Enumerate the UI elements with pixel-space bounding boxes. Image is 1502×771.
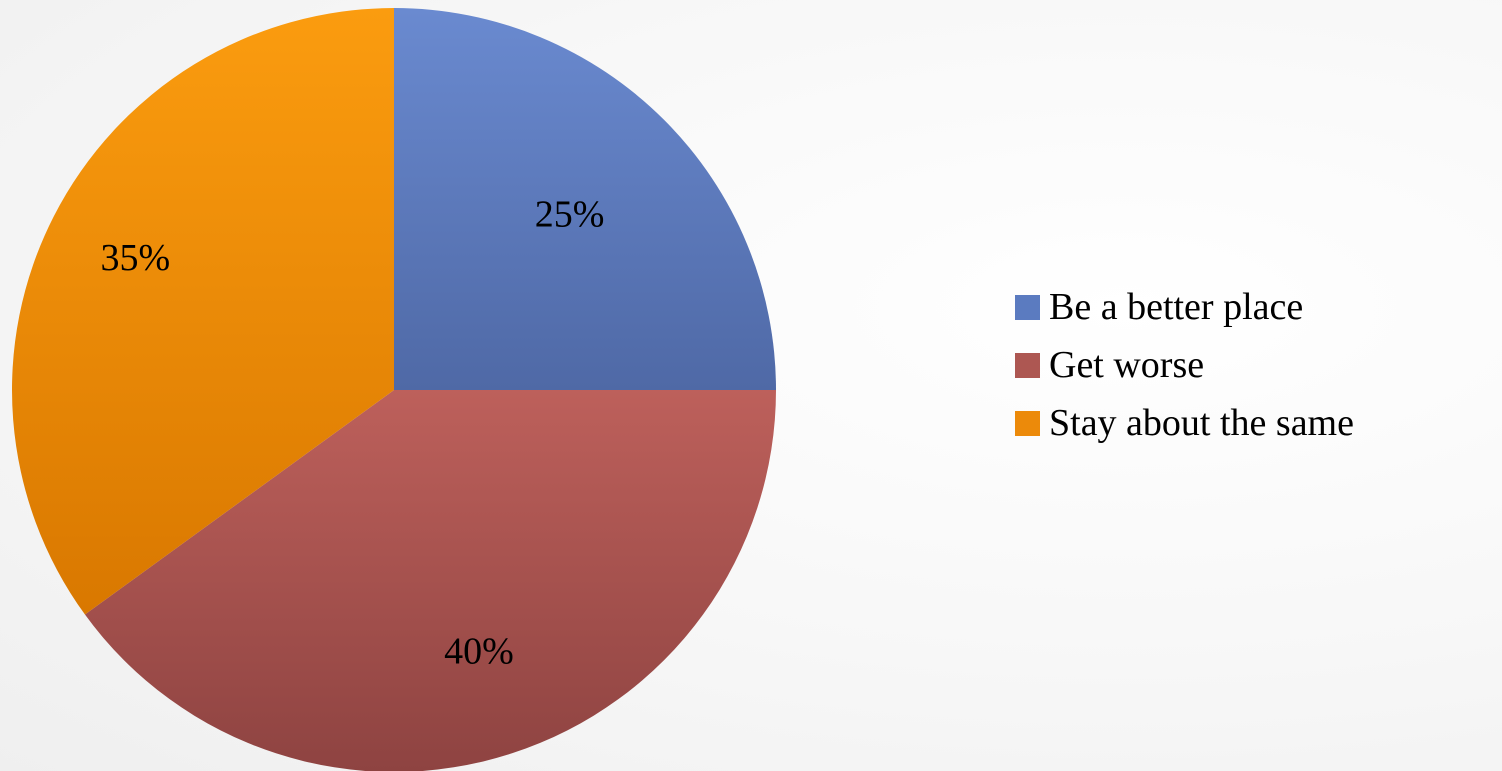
legend: Be a better place Get worse Stay about the…	[1015, 278, 1354, 452]
pie-slice-be-a-better-place	[394, 8, 776, 390]
legend-item: Stay about the same	[1015, 394, 1354, 452]
legend-label: Get worse	[1049, 344, 1205, 386]
legend-label: Stay about the same	[1049, 402, 1354, 444]
legend-swatch	[1015, 410, 1040, 436]
legend-item: Get worse	[1015, 336, 1354, 394]
pie-slice-stay-about-the-same	[11, 8, 395, 615]
legend-swatch	[1015, 294, 1040, 320]
data-label: 35%	[100, 237, 170, 279]
pie-slices	[11, 8, 776, 771]
pie-data-labels: 25% 40% 35%	[100, 193, 604, 672]
legend-label: Be a better place	[1049, 286, 1304, 328]
legend-swatch	[1015, 352, 1040, 378]
pie-slice-get-worse	[84, 390, 776, 771]
data-label: 25%	[535, 193, 605, 235]
data-label: 40%	[444, 631, 514, 673]
legend-item: Be a better place	[1015, 278, 1354, 336]
